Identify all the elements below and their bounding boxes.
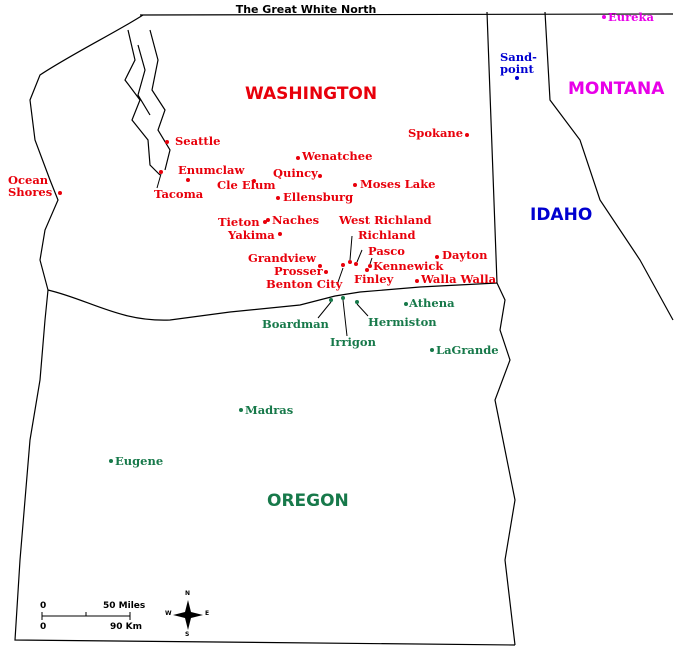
leader [342, 299, 348, 337]
city-dot [341, 263, 345, 267]
leader [356, 303, 369, 317]
idaho-border [486, 11, 516, 646]
city-dot [318, 174, 322, 178]
city-label: Moses Lake [360, 177, 436, 191]
city-dot [435, 255, 439, 259]
map-title: The Great White North [235, 3, 377, 16]
scale-label: 90 Km [110, 622, 143, 632]
city-label: Spokane [408, 126, 464, 140]
scale-label: 0 [40, 622, 47, 632]
city-label: Prosser [274, 264, 323, 278]
city-dot [165, 140, 169, 144]
city-dot [354, 262, 358, 266]
city-dot [353, 183, 357, 187]
city-label: Eureka [608, 10, 654, 24]
city-dot [58, 191, 62, 195]
city-dot [348, 260, 352, 264]
city-label: Cle Elum [217, 178, 276, 192]
city-label: Wenatchee [302, 149, 373, 163]
city-dot [324, 270, 328, 274]
city-label: Finley [354, 272, 394, 286]
city-label: Richland [358, 228, 416, 242]
city-label: Benton City [266, 277, 343, 291]
city-dot [252, 179, 256, 183]
city-dot [296, 156, 300, 160]
city-dot [415, 279, 419, 283]
city-dot [368, 264, 372, 268]
scale-label: 50 Miles [103, 601, 146, 611]
leader [336, 267, 344, 286]
city-label: Irrigon [330, 335, 376, 349]
leader [349, 235, 353, 261]
compass [173, 600, 203, 630]
city-label: Ocean Shores [8, 173, 53, 199]
city-label: Madras [245, 403, 294, 417]
city-dot [515, 76, 519, 80]
city-label: Dayton [442, 248, 488, 262]
city-dot [109, 459, 113, 463]
city-label: LaGrande [436, 343, 499, 357]
city-label: Seattle [175, 134, 221, 148]
border [139, 13, 674, 16]
montana-border [544, 11, 674, 321]
city-dot [355, 300, 359, 304]
puget-sound [124, 29, 171, 176]
leader [369, 257, 373, 265]
city-dot [263, 220, 267, 224]
city-label: Tacoma [154, 187, 204, 201]
city-dot [329, 298, 333, 302]
city-label: Eugene [115, 454, 164, 468]
city-dot [239, 408, 243, 412]
compass-label: S [185, 631, 190, 638]
city-label: Tieton [218, 215, 260, 229]
city-dot [159, 170, 163, 174]
scale-bar [41, 612, 131, 620]
compass-label: W [165, 610, 172, 617]
coastline [14, 14, 516, 646]
city-dot [365, 268, 369, 272]
city-dot [404, 302, 408, 306]
city-dot [602, 15, 606, 19]
city-label: Enumclaw [178, 163, 245, 177]
city-label: Grandview [248, 251, 317, 265]
state-label: MONTANA [568, 79, 665, 99]
scale-label: 0 [40, 601, 47, 611]
compass-label: N [185, 590, 191, 597]
city-dot [278, 232, 282, 236]
compass-label: E [205, 610, 210, 617]
city-label: West Richland [339, 213, 432, 227]
city-label: Ellensburg [283, 190, 354, 204]
leader [317, 301, 332, 319]
city-label: Quincy [273, 166, 318, 180]
city-dot [186, 178, 190, 182]
city-label: Naches [272, 213, 320, 227]
state-label: OREGON [267, 491, 349, 511]
city-dot [465, 133, 469, 137]
city-label: Yakima [228, 228, 275, 242]
city-label: Boardman [262, 317, 329, 331]
state-label: IDAHO [530, 205, 593, 225]
wa-or-border [47, 282, 498, 321]
leader [356, 249, 363, 263]
city-label: Athena [409, 296, 455, 310]
city-label: Kennewick [373, 259, 444, 273]
city-label: Sand- point [500, 50, 537, 76]
city-dot [430, 348, 434, 352]
leader-lines [156, 173, 373, 337]
leader [156, 173, 162, 189]
state-label: WASHINGTON [245, 84, 378, 104]
city-dot [318, 264, 322, 268]
city-dot [276, 196, 280, 200]
city-label: Pasco [368, 244, 405, 258]
city-label: Walla Walla [421, 272, 497, 286]
city-label: Hermiston [368, 315, 437, 329]
city-dot [341, 296, 345, 300]
city-dot [266, 218, 270, 222]
